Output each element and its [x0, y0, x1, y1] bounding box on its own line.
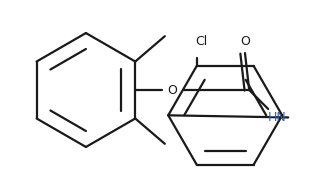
- Text: O: O: [240, 35, 250, 48]
- Text: O: O: [167, 84, 177, 96]
- Text: HN: HN: [267, 111, 286, 124]
- Text: Cl: Cl: [195, 35, 207, 48]
